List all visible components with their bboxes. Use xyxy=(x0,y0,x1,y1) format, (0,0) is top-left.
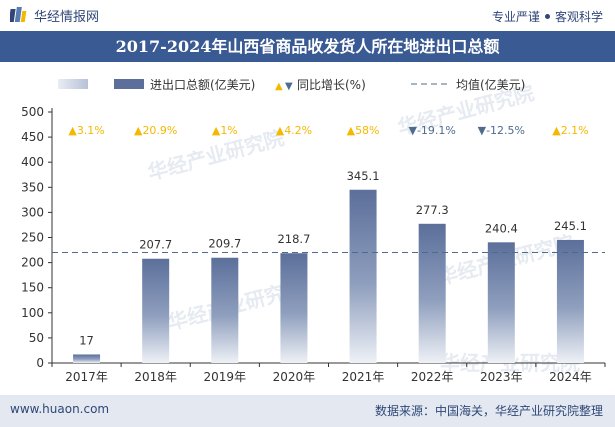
bar-value-labels: 17 207.7 209.7 218.7 345.1 277.3 240.4 245.1 xyxy=(79,169,587,348)
growth-label: ▲58% xyxy=(347,124,380,137)
slogan-left: 专业严谨 xyxy=(491,10,540,24)
growth-value: 3.1% xyxy=(77,124,105,137)
x-tick-label: 2023年 xyxy=(480,370,523,384)
footer-source: 数据来源：中国海关，华经产业研究院整理 xyxy=(374,404,603,418)
legend-growth-label: 同比增长(%) xyxy=(297,78,366,92)
legend-up-icon: ▲ xyxy=(275,81,283,92)
legend-bar-label: 进出口总额(亿美元) xyxy=(150,77,255,92)
y-tick-label: 200 xyxy=(21,256,44,270)
bar-value-label: 207.7 xyxy=(139,238,172,252)
slogan-dot xyxy=(544,14,550,19)
x-tick-label: 2019年 xyxy=(204,370,247,384)
legend-avg-label: 均值(亿美元) xyxy=(456,77,525,92)
y-tick-label: 50 xyxy=(29,331,44,345)
growth-up-icon: ▲ xyxy=(134,124,143,137)
bar-value-label: 240.4 xyxy=(485,221,518,235)
x-tick-label: 2024年 xyxy=(549,370,592,384)
growth-value: -12.5% xyxy=(486,124,525,137)
bar xyxy=(349,189,377,363)
growth-value: 4.2% xyxy=(284,124,312,137)
growth-up-icon: ▲ xyxy=(552,124,561,137)
bar xyxy=(73,354,101,363)
growth-down-icon: ▼ xyxy=(408,124,417,137)
growth-value: 20.9% xyxy=(142,124,177,137)
bar xyxy=(280,253,308,363)
title-band xyxy=(0,31,615,62)
growth-up-icon: ▲ xyxy=(347,124,356,137)
bars xyxy=(73,189,584,363)
chart: 华经产业研究院 华经产业研究院 华经产业研究院 华经产业研究院 华经产业研究院 … xyxy=(21,77,606,384)
growth-label: ▼-19.1% xyxy=(408,124,455,137)
bar-value-label: 17 xyxy=(79,333,94,347)
chart-title: 2017-2024年山西省商品收发货人所在地进出口总额 xyxy=(115,37,500,56)
x-tick-label: 2021年 xyxy=(342,370,385,384)
growth-label: ▲3.1% xyxy=(68,124,104,137)
slogan-right: 客观科学 xyxy=(554,10,603,24)
brand-name: 华经情报网 xyxy=(34,9,100,25)
y-tick-label: 350 xyxy=(21,180,44,194)
bar xyxy=(556,239,584,363)
legend-blank-swatch xyxy=(58,79,88,89)
bar xyxy=(142,258,170,363)
y-tick-label: 250 xyxy=(21,231,44,245)
y-tick-label: 500 xyxy=(21,105,44,119)
footer xyxy=(0,395,615,427)
top-bar: 华经情报网 专业严谨 客观科学 xyxy=(0,0,615,30)
slogan: 专业严谨 客观科学 xyxy=(492,8,603,25)
x-tick-label: 2018年 xyxy=(134,370,177,384)
y-tick-label: 0 xyxy=(36,356,44,370)
x-tick-label: 2017年 xyxy=(65,370,108,384)
y-tick-label: 400 xyxy=(21,155,44,169)
bar-value-label: 345.1 xyxy=(347,169,380,183)
growth-up-icon: ▲ xyxy=(276,124,285,137)
bar xyxy=(418,223,446,363)
growth-up-icon: ▲ xyxy=(212,124,221,137)
growth-up-icon: ▲ xyxy=(68,124,77,137)
x-tick-label: 2022年 xyxy=(411,370,454,384)
bar-value-label: 245.1 xyxy=(554,219,587,233)
bar xyxy=(211,257,239,363)
growth-label: ▲4.2% xyxy=(276,124,312,137)
bar xyxy=(487,242,515,363)
y-tick-label: 300 xyxy=(21,205,44,219)
y-tick-label: 100 xyxy=(21,306,44,320)
x-tick-label: 2020年 xyxy=(273,370,316,384)
growth-value: 2.1% xyxy=(561,124,589,137)
legend-bar-swatch xyxy=(114,79,144,89)
growth-label: ▲20.9% xyxy=(134,124,177,137)
bar-value-label: 277.3 xyxy=(416,203,449,217)
y-tick-label: 150 xyxy=(21,281,44,295)
bar-value-label: 218.7 xyxy=(277,232,310,246)
growth-label: ▲1% xyxy=(212,124,238,137)
legend: 进出口总额(亿美元) ▲ ▼ 同比增长(%) 均值(亿美元) xyxy=(58,77,525,92)
y-axis: 0 50 100 150 200 250 300 350 400 450 500 xyxy=(21,105,53,370)
growth-label: ▲2.1% xyxy=(552,124,588,137)
growth-label: ▼-12.5% xyxy=(478,124,525,137)
legend-down-icon: ▼ xyxy=(285,81,293,92)
x-axis: 2017年 2018年 2019年 2020年 2021年 2022年 2023年 2024年 xyxy=(51,363,606,384)
brand[interactable]: 华经情报网 xyxy=(10,6,100,25)
bar-value-label: 209.7 xyxy=(208,237,241,251)
growth-labels: ▲3.1% ▲20.9% ▲1% ▲4.2% ▲58% ▼-19.1% ▼-12.5% ▲2.… xyxy=(68,124,588,137)
y-tick-label: 450 xyxy=(21,130,44,144)
growth-value: -19.1% xyxy=(417,124,456,137)
footer-website[interactable]: www.huaon.com xyxy=(10,402,110,416)
huajing-logo-icon xyxy=(10,7,27,22)
growth-value: 58% xyxy=(355,124,379,137)
growth-down-icon: ▼ xyxy=(478,124,487,137)
growth-value: 1% xyxy=(220,124,237,137)
